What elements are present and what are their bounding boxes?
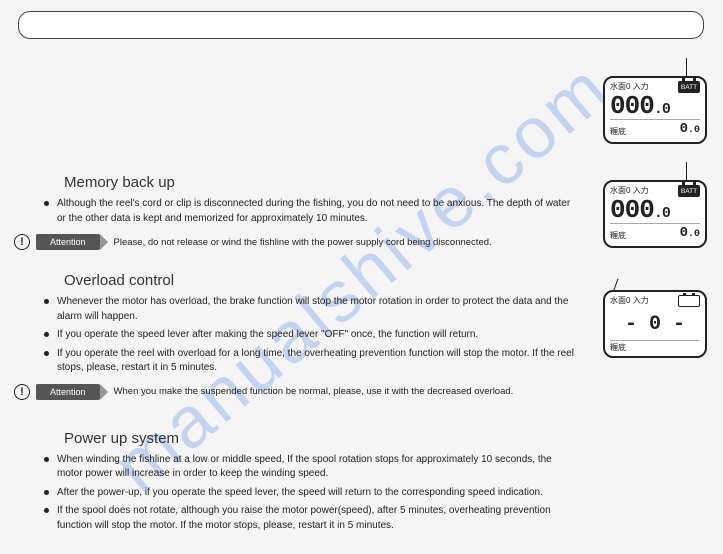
disp-bottom-label: 糎底 bbox=[610, 126, 626, 137]
attention-icon: ! bbox=[14, 384, 30, 400]
disp-bottom-value: 0.0 bbox=[680, 121, 700, 137]
main-content: Memory back up Although the reel's cord … bbox=[40, 160, 580, 537]
header-box bbox=[18, 11, 704, 39]
section-powerup: Power up system When winding the fishlin… bbox=[40, 430, 580, 534]
bullet-item: If you operate the speed lever after mak… bbox=[40, 328, 580, 343]
lead-line bbox=[686, 162, 687, 182]
lcd-display-3: 水面0 入力 - 0 - 糎底 bbox=[603, 290, 707, 358]
disp-overload-value: - 0 - bbox=[610, 309, 700, 341]
battery-icon: BATT bbox=[678, 185, 700, 197]
section-memory: Memory back up Although the reel's cord … bbox=[40, 174, 580, 250]
battery-icon: BATT bbox=[678, 81, 700, 93]
battery-icon-outline bbox=[678, 295, 700, 307]
disp-label: 水面0 入力 bbox=[610, 295, 649, 306]
disp-main-value: 000.0 bbox=[610, 95, 700, 120]
bullet-dot bbox=[44, 201, 49, 206]
bullet-dot bbox=[44, 351, 49, 356]
section-overload: Overload control Whenever the motor has … bbox=[40, 272, 580, 400]
lcd-display-1: 水面0 入力 BATT 000.0 糎底 0.0 bbox=[603, 76, 707, 144]
bullet-item: When winding the fishline at a low or mi… bbox=[40, 453, 580, 482]
disp-bottom-label: 糎底 bbox=[610, 342, 626, 353]
lead-line bbox=[686, 58, 687, 78]
attention-badge: Attention bbox=[36, 384, 100, 400]
bullet-item: If the spool does not rotate, although y… bbox=[40, 504, 580, 533]
bullet-dot bbox=[44, 457, 49, 462]
disp-main-value: 000.0 bbox=[610, 199, 700, 224]
bullet-item: Although the reel's cord or clip is disc… bbox=[40, 197, 580, 226]
bullet-dot bbox=[44, 508, 49, 513]
section-title: Overload control bbox=[64, 272, 580, 289]
bullet-item: If you operate the reel with overload fo… bbox=[40, 347, 580, 376]
bullet-dot bbox=[44, 332, 49, 337]
attention-icon: ! bbox=[14, 234, 30, 250]
attention-badge: Attention bbox=[36, 234, 100, 250]
attention-text: When you make the suspended function be … bbox=[114, 386, 514, 397]
lcd-display-2: 水面0 入力 BATT 000.0 糎底 0.0 bbox=[603, 180, 707, 248]
disp-bottom-label: 糎底 bbox=[610, 230, 626, 241]
bullet-item: After the power-up, if you operate the s… bbox=[40, 486, 580, 501]
section-title: Memory back up bbox=[64, 174, 580, 191]
attention-row: ! Attention When you make the suspended … bbox=[14, 384, 580, 400]
bullet-item: Whenever the motor has overload, the bra… bbox=[40, 295, 580, 324]
disp-bottom-value: 0.0 bbox=[680, 225, 700, 241]
attention-text: Please, do not release or wind the fishl… bbox=[114, 237, 492, 248]
bullet-dot bbox=[44, 299, 49, 304]
section-title: Power up system bbox=[64, 430, 580, 447]
attention-row: ! Attention Please, do not release or wi… bbox=[14, 234, 580, 250]
bullet-dot bbox=[44, 490, 49, 495]
